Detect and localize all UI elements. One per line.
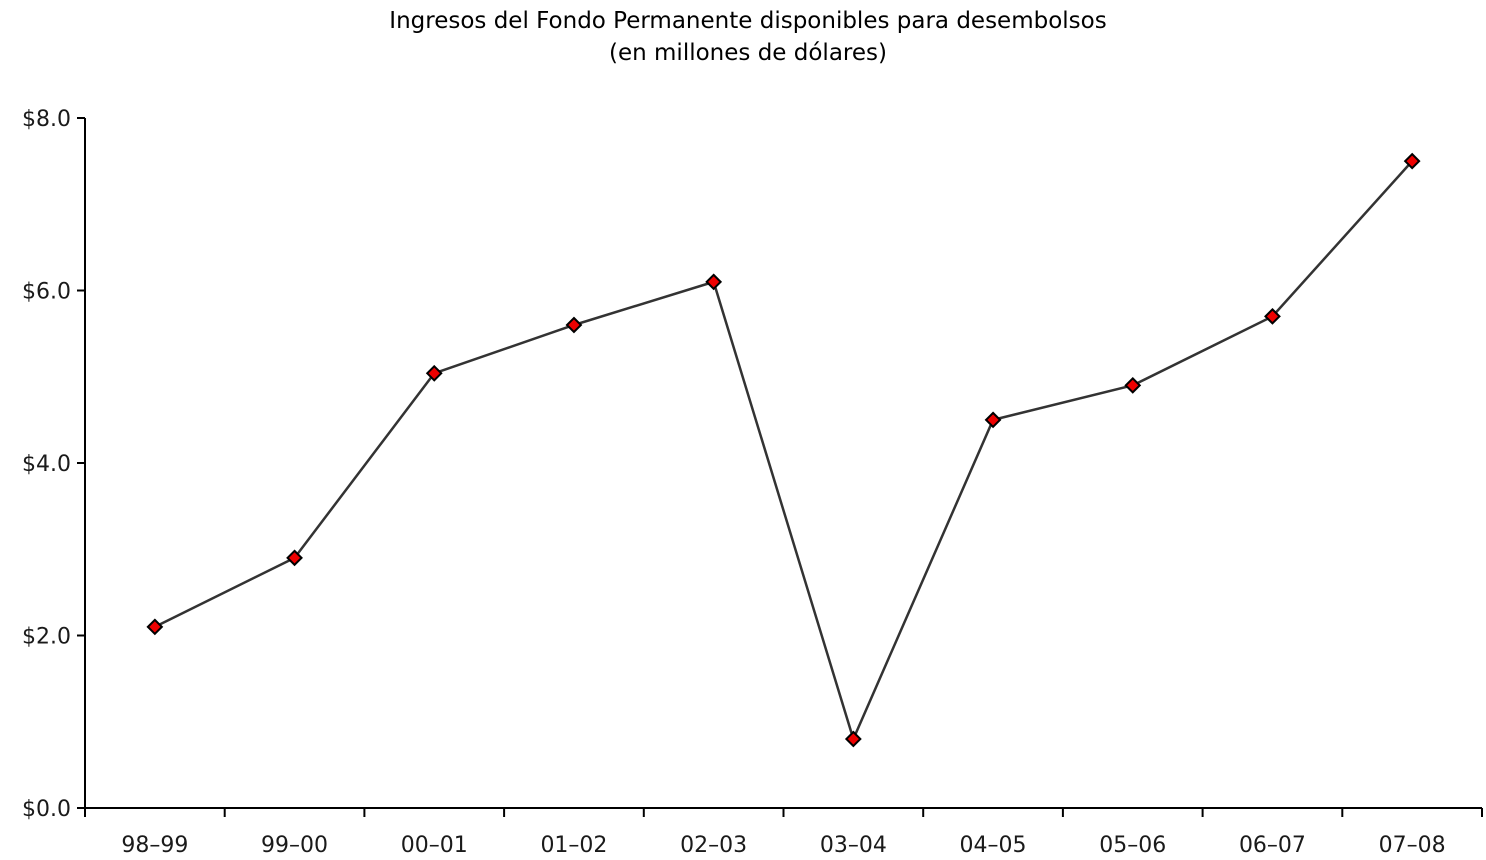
data-point-marker <box>844 730 862 748</box>
data-point-marker <box>565 316 583 334</box>
y-tick-label: $2.0 <box>22 625 71 650</box>
data-point-marker <box>1403 152 1421 170</box>
data-point-marker <box>1264 307 1281 325</box>
x-tick-label: 99–00 <box>261 833 328 858</box>
x-axis: 98–99 99–00 00–01 01–02 02–03 03–04 04–05 05–06… <box>84 807 1483 858</box>
series-layer <box>146 152 1421 748</box>
x-tick-label: 00–01 <box>401 833 468 858</box>
x-tick-label: 02–03 <box>680 833 747 858</box>
y-axis: $0.0 $2.0 $4.0 $6.0 $8.0 <box>22 107 86 822</box>
data-point-marker <box>146 618 164 636</box>
data-point-marker <box>286 549 303 567</box>
series-line <box>154 160 1414 743</box>
y-tick-label: $6.0 <box>22 280 71 305</box>
chart-title: Ingresos del Fondo Permanente disponible… <box>389 8 1106 66</box>
chart-subtitle-text: (en millones de dólares) <box>609 40 887 66</box>
x-tick-label: 05–06 <box>1099 833 1166 858</box>
x-tick-label: 98–99 <box>121 833 188 858</box>
y-tick-label: $4.0 <box>22 452 71 477</box>
x-tick-label: 01–02 <box>540 833 607 858</box>
x-tick-label: 03–04 <box>820 833 887 858</box>
data-point-marker <box>1124 376 1142 394</box>
data-point-marker <box>425 364 443 382</box>
x-tick-label: 06–07 <box>1239 833 1306 858</box>
data-point-marker <box>984 411 1002 429</box>
y-tick-label: $0.0 <box>22 797 71 822</box>
x-tick-label: 07–08 <box>1379 833 1446 858</box>
chart-title-text: Ingresos del Fondo Permanente disponible… <box>389 8 1106 34</box>
data-point-marker <box>705 273 723 291</box>
x-tick-label: 04–05 <box>960 833 1027 858</box>
y-tick-label: $8.0 <box>22 107 71 132</box>
